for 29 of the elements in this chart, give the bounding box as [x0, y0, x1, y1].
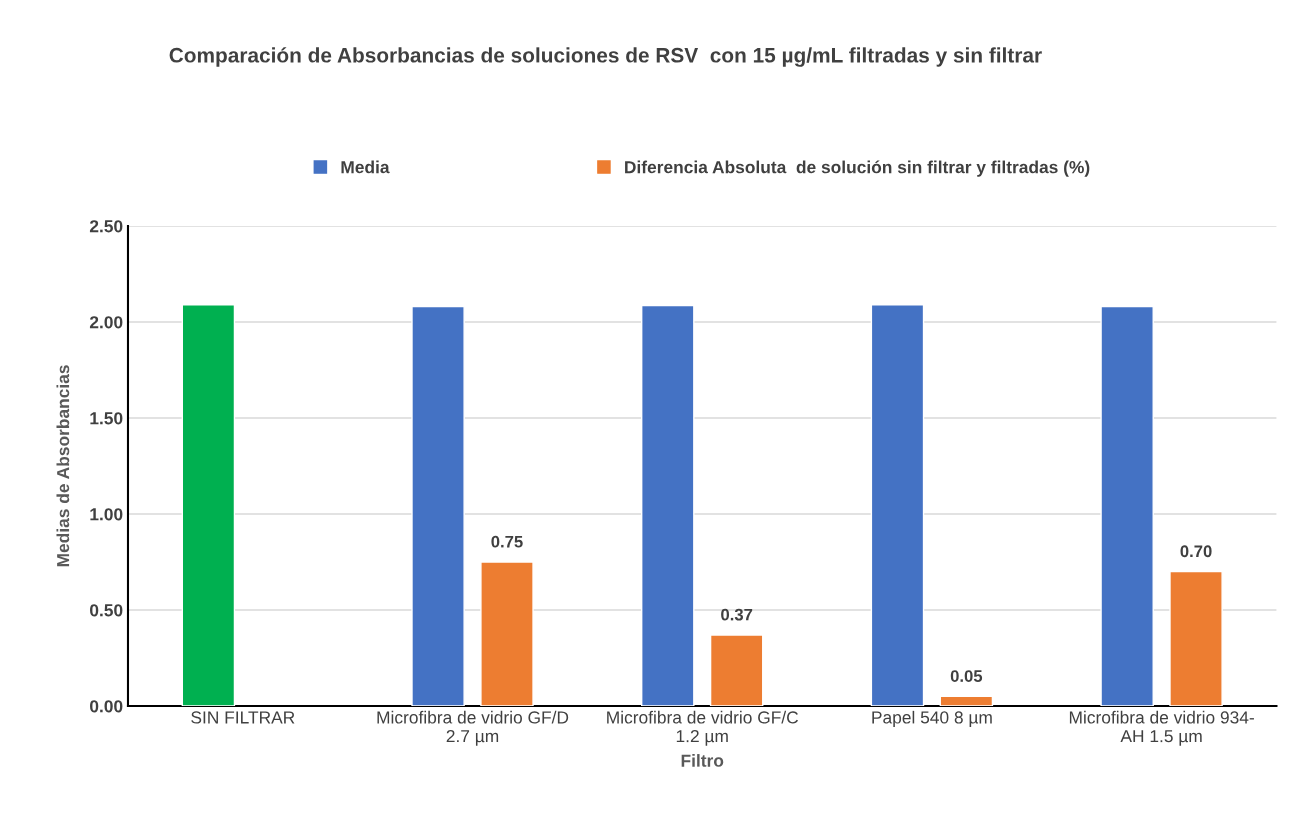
legend-label: Diferencia Absoluta de solución sin filtrar y filtradas (%) — [625, 160, 1090, 177]
x-axis-title: Filtro — [681, 754, 724, 767]
y-tick-label: 0.00 — [90, 700, 123, 713]
y-tick-label: 1.00 — [90, 508, 123, 521]
bar — [640, 304, 695, 706]
y-axis-title: Medias de Absorbancias — [56, 365, 70, 567]
data-label: 0.37 — [721, 608, 753, 621]
bar — [870, 303, 925, 706]
data-label: 0.70 — [1180, 545, 1212, 558]
bar — [181, 303, 236, 706]
x-tick-label: Microfibra de vidrio GF/D 2.7 µm — [377, 710, 569, 746]
bar — [709, 634, 764, 706]
bar — [1100, 305, 1154, 706]
bar — [411, 305, 465, 706]
y-tick-label: 2.00 — [89, 316, 123, 329]
chart-title: Comparación de Absorbancias de soluciones de RSV con 15 µg/mL filtradas y sin filtrar — [169, 47, 1042, 67]
x-tick-label: Microfibra de vidrio 934- AH 1.5 µm — [1069, 710, 1254, 746]
y-tick-label: 1.50 — [90, 412, 123, 425]
x-tick-label: Papel 540 8 µm — [872, 710, 992, 728]
y-tick-label: 2.50 — [89, 220, 123, 233]
x-tick-label: SIN FILTRAR — [191, 711, 295, 724]
x-tick-label: Microfibra de vidrio GF/C 1.2 µm — [607, 710, 799, 746]
legend-label: Media — [341, 160, 390, 174]
y-tick-label: 0.50 — [90, 604, 123, 617]
bar — [1169, 570, 1223, 706]
data-label: 0.05 — [950, 670, 983, 682]
bar — [480, 561, 534, 706]
data-label: 0.75 — [491, 535, 523, 548]
bar — [939, 695, 994, 706]
